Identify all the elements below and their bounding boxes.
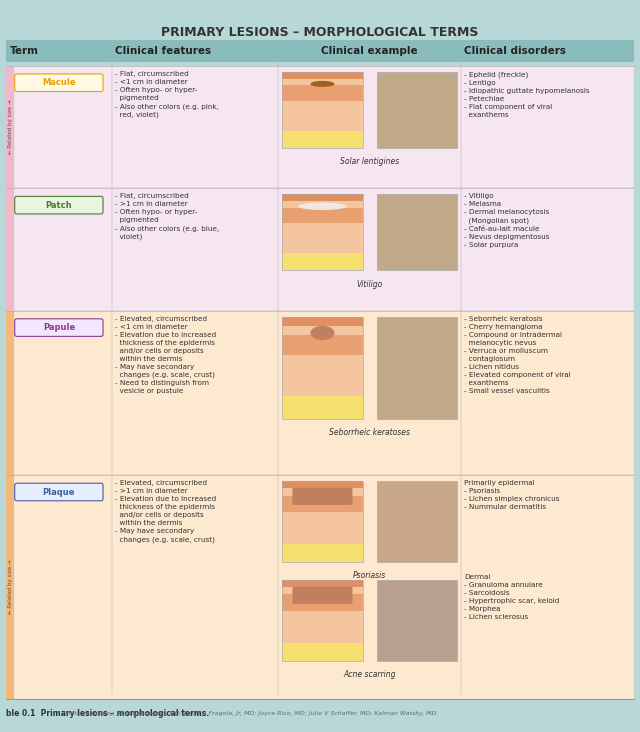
FancyBboxPatch shape bbox=[282, 396, 363, 419]
Text: - Seborrheic keratosis
- Cherry hemangioma
- Compound or intradermal
  melanocyt: - Seborrheic keratosis - Cherry hemangio… bbox=[464, 316, 571, 394]
Ellipse shape bbox=[298, 203, 346, 210]
Text: Seborrheic keratoses: Seborrheic keratoses bbox=[329, 428, 410, 437]
Text: Psoriasis: Psoriasis bbox=[353, 571, 386, 580]
FancyBboxPatch shape bbox=[282, 594, 363, 610]
Text: ← Related by size →: ← Related by size → bbox=[8, 560, 13, 614]
FancyBboxPatch shape bbox=[292, 586, 353, 604]
FancyBboxPatch shape bbox=[282, 131, 363, 148]
Text: - Flat, circumscribed
- >1 cm in diameter
- Often hypo- or hyper-
  pigmented
- : - Flat, circumscribed - >1 cm in diamete… bbox=[115, 193, 220, 240]
FancyBboxPatch shape bbox=[6, 188, 14, 311]
FancyBboxPatch shape bbox=[376, 72, 457, 148]
FancyBboxPatch shape bbox=[376, 317, 457, 419]
Text: Solar lentigines: Solar lentigines bbox=[340, 157, 399, 166]
FancyBboxPatch shape bbox=[282, 496, 363, 512]
FancyBboxPatch shape bbox=[376, 194, 457, 270]
FancyBboxPatch shape bbox=[376, 580, 457, 660]
FancyBboxPatch shape bbox=[282, 544, 363, 561]
FancyBboxPatch shape bbox=[282, 194, 363, 201]
Text: Dermal
- Granuloma annulare
- Sarcoidosis
- Hypertrophic scar, keloid
- Morphea
: Dermal - Granuloma annulare - Sarcoidosi… bbox=[464, 574, 559, 620]
Text: - Elevated, circumscribed
- >1 cm in diameter
- Elevation due to increased
  thi: - Elevated, circumscribed - >1 cm in dia… bbox=[115, 480, 216, 543]
FancyBboxPatch shape bbox=[15, 319, 103, 337]
Text: Acne scarring: Acne scarring bbox=[343, 670, 396, 679]
FancyBboxPatch shape bbox=[15, 74, 103, 92]
FancyBboxPatch shape bbox=[14, 188, 634, 311]
Text: Clinical example: Clinical example bbox=[321, 46, 418, 56]
FancyBboxPatch shape bbox=[282, 253, 363, 270]
FancyBboxPatch shape bbox=[6, 475, 14, 699]
FancyBboxPatch shape bbox=[282, 194, 363, 270]
Ellipse shape bbox=[310, 326, 335, 340]
FancyBboxPatch shape bbox=[282, 72, 363, 78]
Text: Papule: Papule bbox=[43, 323, 75, 332]
Text: PRIMARY LESIONS – MORPHOLOGICAL TERMS: PRIMARY LESIONS – MORPHOLOGICAL TERMS bbox=[161, 26, 479, 39]
FancyBboxPatch shape bbox=[282, 481, 363, 561]
Text: Term: Term bbox=[10, 46, 38, 56]
FancyBboxPatch shape bbox=[15, 483, 103, 501]
Text: ble 0.1  Primary lesions – morphological terms.: ble 0.1 Primary lesions – morphological … bbox=[6, 709, 209, 718]
Text: Primarily epidermal
- Psoriasis
- Lichen simplex chronicus
- Nummular dermatitis: Primarily epidermal - Psoriasis - Lichen… bbox=[464, 480, 559, 510]
FancyBboxPatch shape bbox=[6, 40, 634, 62]
Text: Patch: Patch bbox=[45, 201, 72, 209]
FancyBboxPatch shape bbox=[282, 580, 363, 660]
FancyBboxPatch shape bbox=[282, 86, 363, 100]
FancyBboxPatch shape bbox=[376, 481, 457, 561]
FancyBboxPatch shape bbox=[282, 317, 363, 419]
Ellipse shape bbox=[310, 81, 335, 87]
Text: Photos courtesy, Jean L Bolognia, MD; Louis A Fragola, Jr, MD; Joyce Rico, MD; J: Photos courtesy, Jean L Bolognia, MD; Lo… bbox=[63, 712, 438, 716]
Text: Plaque: Plaque bbox=[43, 488, 75, 496]
FancyBboxPatch shape bbox=[15, 196, 103, 214]
Text: Vitiligo: Vitiligo bbox=[356, 280, 383, 288]
Text: Clinical features: Clinical features bbox=[115, 46, 211, 56]
FancyBboxPatch shape bbox=[282, 643, 363, 660]
Text: ← Related by size →: ← Related by size → bbox=[8, 100, 13, 154]
Text: - Flat, circumscribed
- <1 cm in diameter
- Often hypo- or hyper-
  pigmented
- : - Flat, circumscribed - <1 cm in diamete… bbox=[115, 71, 219, 118]
Text: - Elevated, circumscribed
- <1 cm in diameter
- Elevation due to increased
  thi: - Elevated, circumscribed - <1 cm in dia… bbox=[115, 316, 216, 395]
FancyBboxPatch shape bbox=[282, 580, 363, 587]
FancyBboxPatch shape bbox=[14, 311, 634, 475]
FancyBboxPatch shape bbox=[282, 481, 363, 488]
FancyBboxPatch shape bbox=[6, 66, 14, 188]
FancyBboxPatch shape bbox=[14, 66, 634, 188]
FancyBboxPatch shape bbox=[292, 488, 353, 505]
FancyBboxPatch shape bbox=[6, 311, 14, 475]
Text: Macule: Macule bbox=[42, 78, 76, 87]
FancyBboxPatch shape bbox=[14, 475, 634, 699]
FancyBboxPatch shape bbox=[282, 72, 363, 148]
Text: Clinical disorders: Clinical disorders bbox=[464, 46, 566, 56]
FancyBboxPatch shape bbox=[282, 317, 363, 326]
FancyBboxPatch shape bbox=[282, 335, 363, 355]
Text: - Ephelid (freckle)
- Lentigo
- Idiopathic guttate hypomelanosis
- Petechiae
- F: - Ephelid (freckle) - Lentigo - Idiopath… bbox=[464, 71, 589, 118]
FancyBboxPatch shape bbox=[282, 208, 363, 223]
Text: - Vitiligo
- Melasma
- Dermal melanocytosis
  (Mongolian spot)
- Café-au-lait ma: - Vitiligo - Melasma - Dermal melanocyto… bbox=[464, 193, 550, 248]
